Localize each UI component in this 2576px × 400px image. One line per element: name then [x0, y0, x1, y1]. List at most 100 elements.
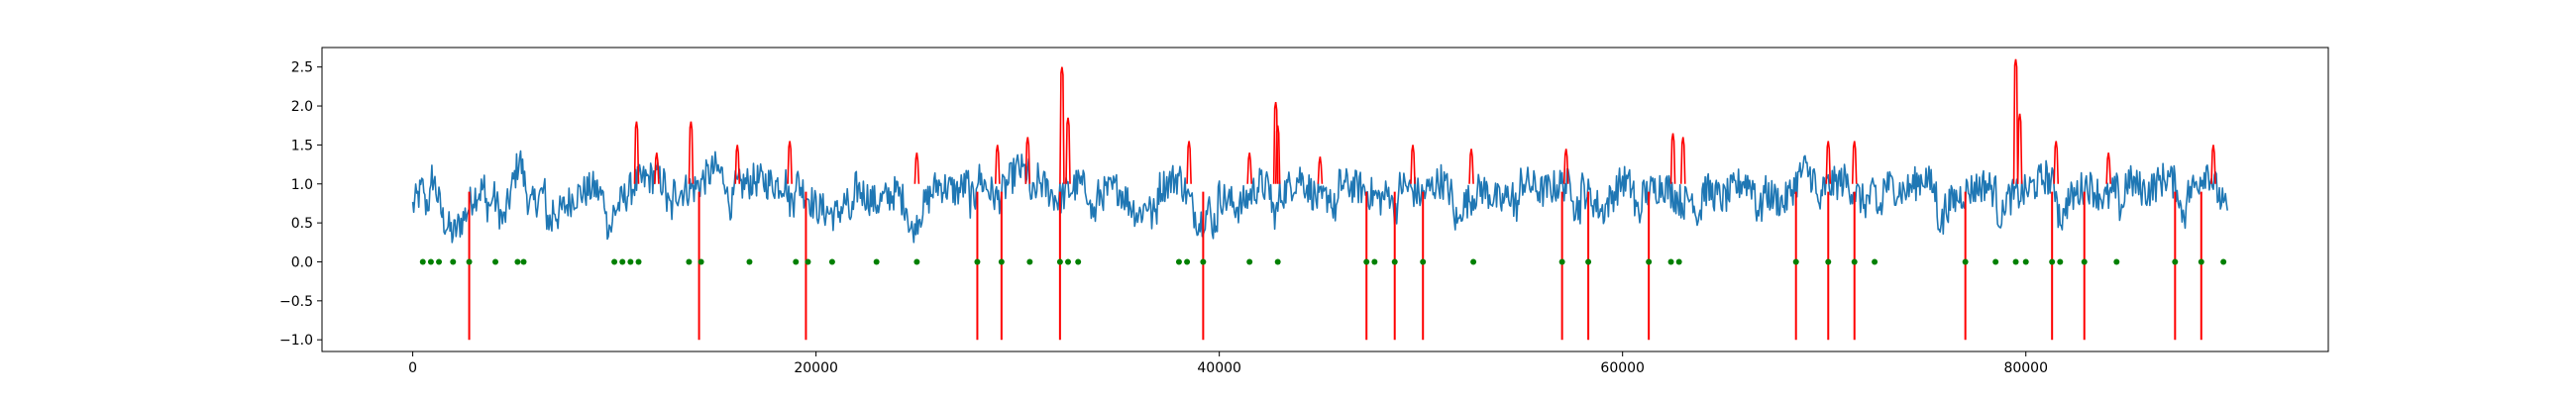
- green-marker: [450, 258, 457, 265]
- green-marker: [1558, 258, 1565, 265]
- y-tick-label: 2.0: [291, 99, 313, 115]
- green-marker: [2057, 258, 2064, 265]
- green-marker: [2220, 258, 2227, 265]
- green-marker: [466, 258, 473, 265]
- green-marker: [1363, 258, 1370, 265]
- y-tick-label: 0.0: [291, 254, 313, 270]
- green-marker: [1675, 258, 1682, 265]
- red-spike: [734, 145, 741, 184]
- green-marker: [627, 258, 634, 265]
- green-marker: [998, 258, 1005, 265]
- blue-signal-line: [411, 150, 2228, 244]
- green-marker: [1371, 258, 1378, 265]
- red-spike: [1468, 149, 1474, 184]
- green-marker: [2022, 258, 2029, 265]
- green-marker: [793, 258, 800, 265]
- green-marker: [1825, 258, 1832, 265]
- green-marker: [1667, 258, 1674, 265]
- green-marker: [1184, 258, 1191, 265]
- green-marker: [1792, 258, 1799, 265]
- y-axis: −1.0 −0.5 0.0 0.5 1.0 1.5 2.0 2.5: [279, 60, 322, 349]
- green-marker: [2081, 258, 2088, 265]
- green-marker: [1175, 258, 1182, 265]
- red-spike: [1246, 152, 1252, 184]
- green-marker: [828, 258, 835, 265]
- green-marker: [686, 258, 693, 265]
- green-marker: [436, 258, 443, 265]
- red-spike: [1059, 66, 1065, 184]
- red-spike: [1410, 145, 1416, 184]
- x-tick-label: 40000: [1197, 360, 1241, 376]
- red-spike: [688, 121, 695, 184]
- red-spike: [994, 145, 1001, 184]
- x-axis: 0 20000 40000 60000 80000: [408, 351, 2048, 376]
- green-marker: [1851, 258, 1858, 265]
- green-marker: [1962, 258, 1969, 265]
- green-marker: [619, 258, 626, 265]
- x-tick-label: 60000: [1600, 360, 1645, 376]
- plot-area: [411, 58, 2228, 341]
- red-spike: [2053, 141, 2060, 184]
- green-marker: [1200, 258, 1207, 265]
- red-spike: [1317, 156, 1324, 184]
- green-marker: [805, 258, 811, 265]
- red-spike: [913, 152, 920, 184]
- red-spike: [2012, 58, 2019, 184]
- green-marker: [1246, 258, 1253, 265]
- green-marker: [427, 258, 434, 265]
- y-tick-label: −1.0: [279, 333, 313, 349]
- y-tick-label: 1.0: [291, 177, 313, 193]
- green-marker: [514, 258, 521, 265]
- red-spike: [2016, 113, 2023, 184]
- red-spike: [2210, 145, 2216, 184]
- green-marker: [611, 258, 618, 265]
- x-tick-label: 0: [408, 360, 417, 376]
- green-marker: [1075, 258, 1082, 265]
- red-spike: [1274, 125, 1281, 184]
- y-tick-label: 1.5: [291, 138, 313, 153]
- y-tick-label: 0.5: [291, 216, 313, 232]
- green-marker: [1391, 258, 1398, 265]
- green-marker: [1646, 258, 1653, 265]
- axes-frame: [321, 47, 2329, 352]
- red-spike: [1825, 141, 1832, 184]
- green-marker: [873, 258, 880, 265]
- red-spike: [1851, 141, 1858, 184]
- red-spike: [1065, 117, 1071, 184]
- green-marker: [1420, 258, 1427, 265]
- green-marker: [1872, 258, 1878, 265]
- green-marker: [1992, 258, 1999, 265]
- red-spike: [1679, 137, 1686, 184]
- green-marker: [746, 258, 753, 265]
- green-marker: [1056, 258, 1063, 265]
- red-spike: [633, 121, 640, 184]
- red-spike: [787, 141, 793, 184]
- green-marker: [2049, 258, 2056, 265]
- green-marker: [492, 258, 499, 265]
- green-marker: [2113, 258, 2120, 265]
- red-spike: [1186, 141, 1192, 184]
- green-marker: [2012, 258, 2019, 265]
- y-tick-label: −0.5: [279, 294, 313, 310]
- red-spike: [1669, 133, 1676, 184]
- x-tick-label: 20000: [794, 360, 838, 376]
- red-spike: [2105, 152, 2111, 184]
- green-marker: [698, 258, 704, 265]
- y-tick-label: 2.5: [291, 60, 313, 76]
- red-spike: [654, 152, 660, 184]
- green-marker: [1274, 258, 1281, 265]
- green-marker: [520, 258, 527, 265]
- green-marker: [419, 258, 426, 265]
- green-marker: [1065, 258, 1072, 265]
- green-marker: [2198, 258, 2204, 265]
- green-marker: [2172, 258, 2179, 265]
- green-marker: [1470, 258, 1477, 265]
- x-tick-label: 80000: [2003, 360, 2048, 376]
- green-marker: [635, 258, 642, 265]
- green-marker: [913, 258, 920, 265]
- red-spike: [1562, 149, 1569, 184]
- red-spike: [1024, 137, 1031, 184]
- green-marker: [1585, 258, 1592, 265]
